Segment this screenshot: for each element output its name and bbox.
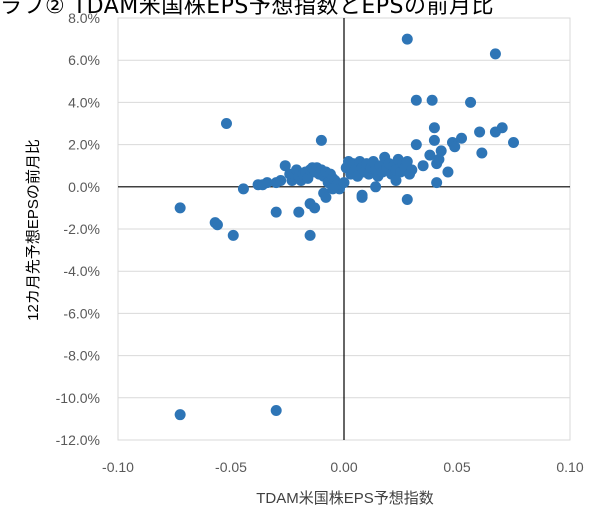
data-point [496,122,508,134]
data-point [211,219,223,231]
data-point [410,139,422,151]
data-point [338,177,350,189]
data-point [370,181,382,193]
x-tick-label: 0.05 [443,459,470,475]
x-axis-label: TDAM米国株EPS予想指数 [256,490,434,507]
y-tick-label: 0.0% [68,179,100,195]
data-point [309,202,321,214]
data-point [261,177,273,189]
y-tick-label: -4.0% [63,263,100,279]
y-tick-label: -6.0% [63,305,100,321]
y-tick-label: -2.0% [63,221,100,237]
data-point [456,132,468,144]
x-tick-label: 0.10 [556,459,583,475]
data-point [270,206,282,218]
data-point [442,166,454,178]
data-point [433,153,445,165]
y-tick-label: -10.0% [56,390,100,406]
data-point [489,48,501,60]
data-point [410,94,422,106]
chart-title: ラフ② TDAM米国株EPS予想指数とEPSの前月比 [0,0,495,19]
data-point [174,409,186,421]
data-point [237,183,249,195]
data-point [435,145,447,157]
y-axis-label: 12カ月先予想EPSの前月比 [25,139,42,321]
data-point [304,229,316,241]
data-points [174,33,519,421]
data-point [428,122,440,134]
y-tick-label: 6.0% [68,52,100,68]
x-tick-label: -0.10 [102,459,134,475]
data-point [449,141,461,153]
y-tick-label: 8.0% [68,10,100,26]
data-point [356,191,368,203]
data-point [428,134,440,146]
data-point [431,177,443,189]
data-point [293,206,305,218]
data-point [424,149,436,161]
data-point [401,193,413,205]
data-point [476,147,488,159]
y-tick-label: -8.0% [63,348,100,364]
x-tick-label: 0.00 [330,459,357,475]
data-point [327,183,339,195]
x-tick-label: -0.05 [215,459,247,475]
data-point [465,96,477,108]
data-point [227,229,239,241]
data-point [474,126,486,138]
data-point [220,118,232,129]
data-point [174,202,186,214]
y-tick-label: -12.0% [56,432,100,448]
y-tick-label: 2.0% [68,137,100,153]
data-point [320,191,332,203]
data-point [401,33,413,45]
y-tick-label: 4.0% [68,94,100,110]
tick-labels: 8.0% 6.0% 4.0% 2.0% 0.0% -2.0% -4.0% -6.0% -8.0%… [56,10,584,475]
data-point [508,136,519,148]
data-point [275,174,287,186]
data-point [270,404,282,416]
data-point [417,160,429,172]
data-point [315,134,327,146]
data-point [401,155,413,167]
data-point [426,94,438,106]
data-point [390,174,402,186]
data-point [279,160,291,172]
data-point [406,164,418,176]
